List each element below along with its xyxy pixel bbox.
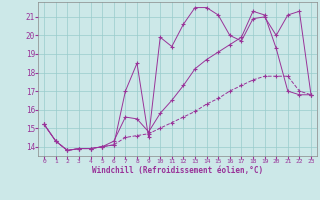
X-axis label: Windchill (Refroidissement éolien,°C): Windchill (Refroidissement éolien,°C) [92, 166, 263, 175]
